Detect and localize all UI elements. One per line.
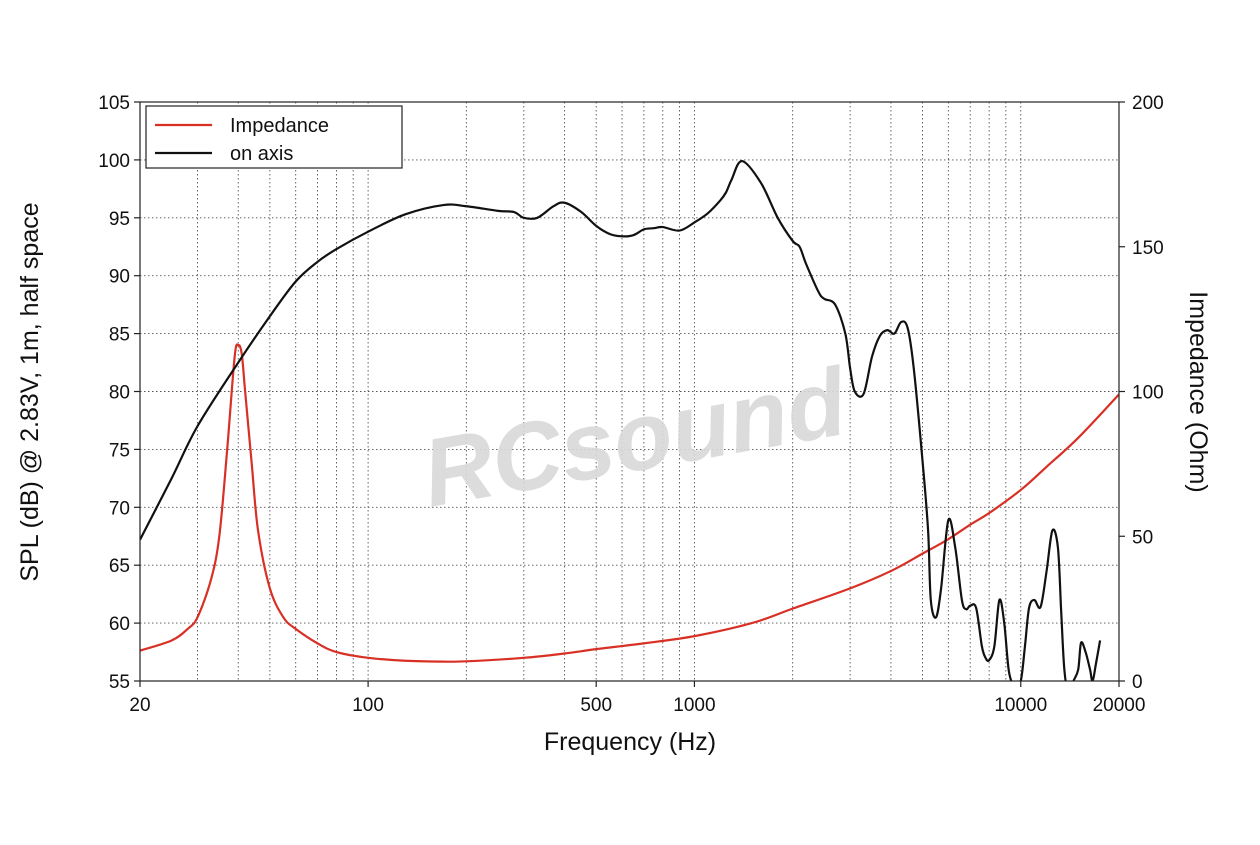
watermark-text: RCsound — [415, 348, 856, 528]
y2-tick-label: 150 — [1132, 238, 1164, 259]
y2-tick-label: 100 — [1132, 383, 1164, 404]
impedance-series — [140, 343, 1119, 663]
grid-lines — [140, 102, 1119, 681]
y2-axis-ticks: 0 50 100 150 200 — [1119, 93, 1164, 693]
y-tick-label: 90 — [109, 267, 130, 288]
y2-tick-label: 0 — [1132, 672, 1143, 693]
y-axis-title: SPL (dB) @ 2.83V, 1m, half space — [16, 202, 44, 581]
y-tick-label: 75 — [109, 440, 130, 461]
y-tick-label: 60 — [109, 614, 130, 635]
x-axis-title: Frequency (Hz) — [544, 728, 716, 756]
y-tick-label: 80 — [109, 383, 130, 404]
y2-tick-label: 200 — [1132, 93, 1164, 114]
y-tick-label: 65 — [109, 556, 130, 577]
legend-box — [145, 105, 403, 169]
y-tick-label: 100 — [98, 151, 130, 172]
x-tick-label: 500 — [580, 695, 612, 716]
legend-on-axis-label: on axis — [230, 143, 293, 165]
y2-axis-title: Impedance (Ohm) — [1184, 291, 1212, 492]
on-axis-line — [140, 159, 1102, 681]
x-tick-label: 10000 — [994, 695, 1047, 716]
spl-series — [140, 159, 1102, 681]
y-tick-label: 85 — [109, 325, 130, 346]
y-axis-ticks: 55 60 65 70 75 80 85 90 95 100 105 — [98, 93, 140, 693]
x-tick-label: 100 — [352, 695, 384, 716]
y-tick-label: 105 — [98, 93, 130, 114]
y-tick-label: 55 — [109, 672, 130, 693]
x-tick-label: 1000 — [673, 695, 715, 716]
x-tick-label: 20 — [129, 695, 150, 716]
impedance-line — [140, 343, 1119, 663]
legend: Impedance on axis — [145, 105, 403, 169]
legend-impedance-label: Impedance — [230, 115, 329, 137]
x-axis-ticks: 20 100 500 1000 10000 20000 — [129, 681, 1145, 716]
y-tick-label: 95 — [109, 209, 130, 230]
y-tick-label: 70 — [109, 498, 130, 519]
x-tick-label: 20000 — [1093, 695, 1146, 716]
y2-tick-label: 50 — [1132, 527, 1153, 548]
